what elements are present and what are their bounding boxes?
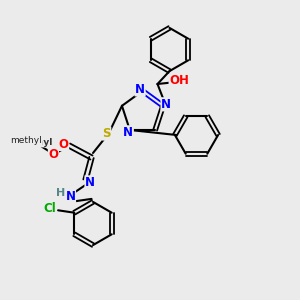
Text: S: S	[102, 127, 111, 140]
Text: methyl: methyl	[17, 138, 52, 147]
Text: N: N	[65, 190, 76, 203]
Text: O: O	[48, 148, 59, 161]
Text: O: O	[58, 137, 69, 151]
Text: N: N	[135, 83, 145, 96]
Text: N: N	[123, 126, 133, 139]
Text: N: N	[85, 176, 95, 189]
Text: H: H	[56, 188, 65, 198]
Text: OH: OH	[169, 74, 189, 88]
Text: methyl: methyl	[11, 136, 42, 145]
Text: Cl: Cl	[43, 202, 56, 215]
Text: N: N	[161, 98, 171, 111]
